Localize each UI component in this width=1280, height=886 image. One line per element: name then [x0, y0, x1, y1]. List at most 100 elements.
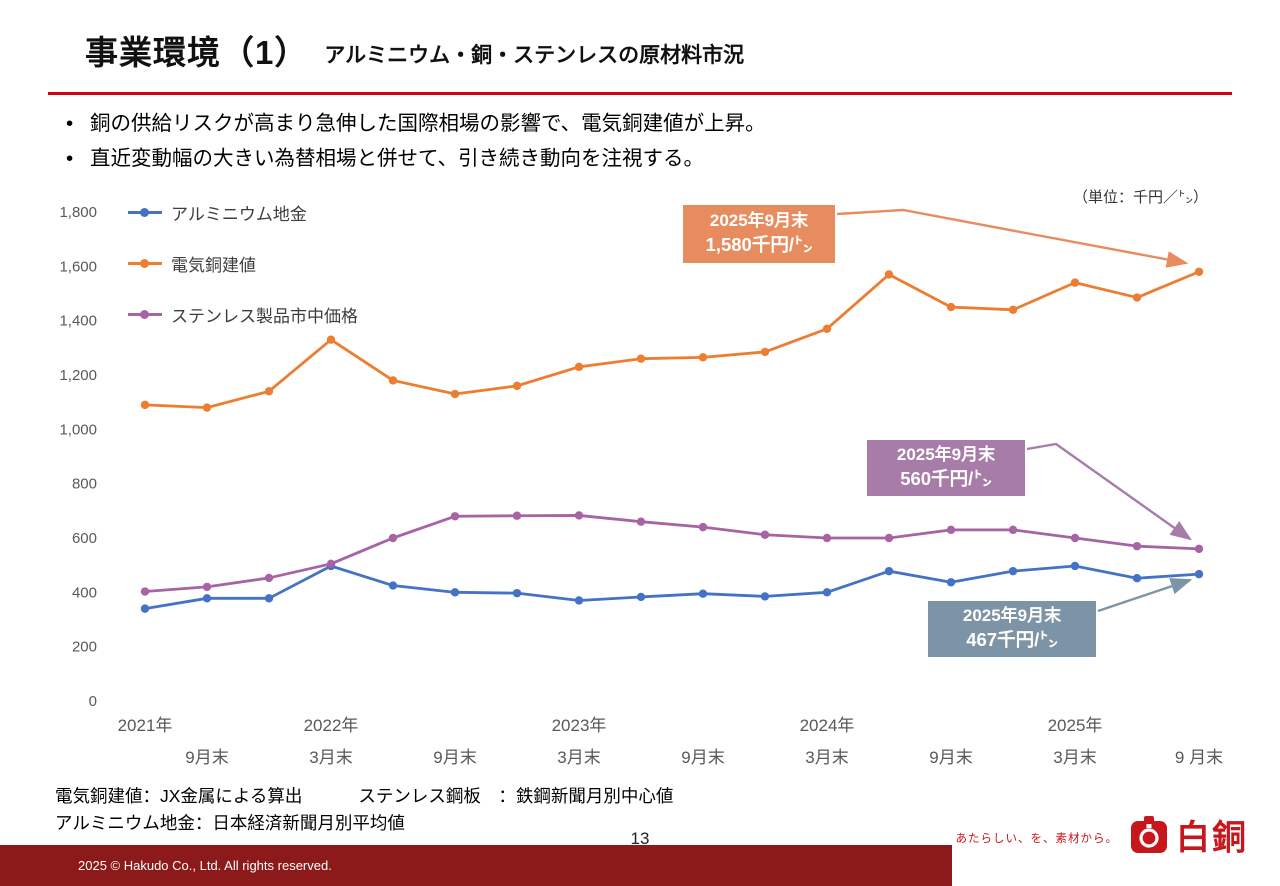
series-0-point-16	[1132, 574, 1142, 583]
series-0-point-7	[574, 596, 584, 605]
chart-legend: アルミニウム地金 電気銅建値ステンレス製品市中価格	[128, 200, 358, 327]
legend-label: ステンレス製品市中価格	[171, 307, 358, 326]
x-axis-month-label: 9月末	[681, 748, 724, 767]
unit-label: （単位：千円／㌧）	[1072, 189, 1208, 206]
x-axis-year-label: 2025年	[1048, 716, 1103, 735]
series-1-point-7	[574, 362, 584, 372]
company-logo: あたらしい、を、素材から。 白銅	[956, 810, 1249, 859]
series-line-1	[143, 270, 1201, 410]
series-2-point-11	[822, 533, 832, 543]
series-1-point-15	[1070, 278, 1080, 287]
page-subtitle: アルミニウム・銅・ステンレスの原材料市況	[324, 44, 745, 67]
series-2-point-13	[946, 525, 956, 535]
legend-label: アルミニウム地金	[171, 205, 307, 224]
x-axis-year-label: 2021年	[118, 716, 173, 735]
series-0-point-9	[698, 589, 708, 598]
series-0-point-17	[1194, 569, 1204, 579]
series-2-point-1	[202, 582, 212, 592]
annotation-date: 2025年9月末	[962, 606, 1062, 626]
series-2-point-4	[388, 533, 398, 543]
series-1-point-17	[1194, 267, 1204, 276]
y-axis-tick-label: 800	[72, 476, 97, 493]
page-number: 13	[630, 829, 650, 848]
y-axis-tick-label: 1,400	[59, 313, 97, 330]
x-axis-year-label: 2023年	[552, 716, 607, 735]
x-axis-month-label: 3月末	[805, 748, 848, 767]
bullet-text: 銅の供給リスクが高まり急伸した国際相場の影響で、電気銅建値が上昇。	[90, 112, 766, 135]
legend-marker-icon	[128, 259, 162, 268]
y-axis-tick-label: 400	[72, 584, 97, 601]
y-axis-tick-label: 200	[72, 639, 97, 656]
hakudo-logo-icon	[1130, 815, 1168, 854]
slide-header: 事業環境（1） アルミニウム・銅・ステンレスの原材料市況	[85, 26, 744, 74]
title-underline	[48, 92, 1232, 95]
annotation-value: 1,580千円/㌧	[705, 233, 813, 255]
series-2-point-8	[636, 517, 646, 526]
legend-label: 電気銅建値	[171, 256, 256, 275]
series-2-point-5	[450, 512, 460, 521]
series-0-point-11	[822, 588, 832, 597]
annotation-copper-callout: 2025年9月末 1,580千円/㌧	[683, 205, 835, 263]
series-0-point-13	[946, 578, 956, 587]
series-2-point-9	[698, 522, 708, 532]
source-notes-row: 電気銅建値：JX金属による算出 ステンレス鋼板 ：鉄鋼新聞月別中心値	[55, 783, 673, 810]
bullet-text: 直近変動幅の大きい為替相場と併せて、引き続き動向を注視する。	[90, 146, 704, 170]
series-1-point-5	[450, 389, 460, 399]
annotation-arrow-0	[836, 208, 1189, 268]
annotation-date: 2025年9月末	[709, 211, 809, 231]
legend-item-2: ステンレス製品市中価格	[128, 302, 358, 327]
copyright-text: 2025 © Hakudo Co., Ltd. All rights reser…	[78, 858, 332, 873]
series-1-point-1	[202, 403, 212, 412]
series-1-point-4	[388, 376, 398, 385]
series-2-point-14	[1008, 525, 1018, 535]
series-0-point-4	[388, 581, 398, 590]
x-axis-month-label: 9月末	[185, 748, 228, 767]
series-1-point-13	[946, 302, 956, 312]
series-1-point-10	[760, 347, 770, 357]
series-1-point-16	[1132, 293, 1142, 302]
series-1-point-11	[822, 324, 832, 334]
series-2-point-3	[326, 559, 336, 569]
x-axis-month-label: 3月末	[1053, 748, 1096, 767]
legend-marker-icon	[128, 310, 162, 319]
series-0-point-10	[760, 592, 770, 601]
legend-item-0: アルミニウム地金	[128, 200, 358, 225]
annotation-arrow-1	[1026, 442, 1192, 541]
series-2-point-0	[140, 587, 150, 596]
series-1-point-12	[884, 270, 894, 279]
y-axis-tick-label: 1,200	[59, 367, 97, 384]
annotation-arrow-2	[1097, 578, 1193, 613]
series-0-point-6	[512, 588, 522, 598]
annotation-value: 560千円/㌧	[900, 467, 992, 489]
legend-item-1: 電気銅建値	[128, 251, 358, 276]
series-0-point-14	[1008, 566, 1018, 576]
x-axis-month-label: 3月末	[557, 748, 600, 767]
note-stainless: ステンレス鋼板 ：鉄鋼新聞月別中心値	[358, 786, 674, 806]
logo-text: 白銅	[1176, 819, 1248, 857]
series-2-point-12	[884, 533, 894, 543]
bullet-item: 銅の供給リスクが高まり急伸した国際相場の影響で、電気銅建値が上昇。	[58, 109, 766, 139]
bullet-list: 銅の供給リスクが高まり急伸した国際相場の影響で、電気銅建値が上昇。 直近変動幅の…	[58, 104, 766, 178]
annotation-stainless-callout: 2025年9月末 560千円/㌧	[867, 440, 1025, 496]
series-1-point-9	[698, 353, 708, 362]
series-1-point-6	[512, 381, 522, 391]
legend-marker-icon	[128, 208, 162, 217]
series-2-point-7	[574, 511, 584, 520]
series-0-point-12	[884, 566, 894, 576]
x-axis-year-label: 2024年	[800, 716, 855, 735]
series-0-point-8	[636, 592, 646, 602]
source-notes: 電気銅建値：JX金属による算出 ステンレス鋼板 ：鉄鋼新聞月別中心値 アルミニウ…	[55, 783, 673, 837]
bullet-item: 直近変動幅の大きい為替相場と併せて、引き続き動向を注視する。	[58, 144, 766, 174]
note-aluminum: アルミニウム地金：日本経済新聞月別平均値	[55, 813, 405, 833]
y-axis-tick-label: 1,600	[59, 258, 97, 275]
annotation-date: 2025年9月末	[896, 445, 996, 465]
series-1-point-8	[636, 354, 646, 363]
series-line-0	[143, 564, 1201, 611]
x-axis-month-label: 3月末	[309, 748, 352, 767]
series-2-point-10	[760, 530, 770, 539]
series-2-point-2	[264, 573, 274, 583]
source-notes-row: アルミニウム地金：日本経済新聞月別平均値	[55, 810, 673, 837]
series-1-point-3	[326, 335, 336, 344]
